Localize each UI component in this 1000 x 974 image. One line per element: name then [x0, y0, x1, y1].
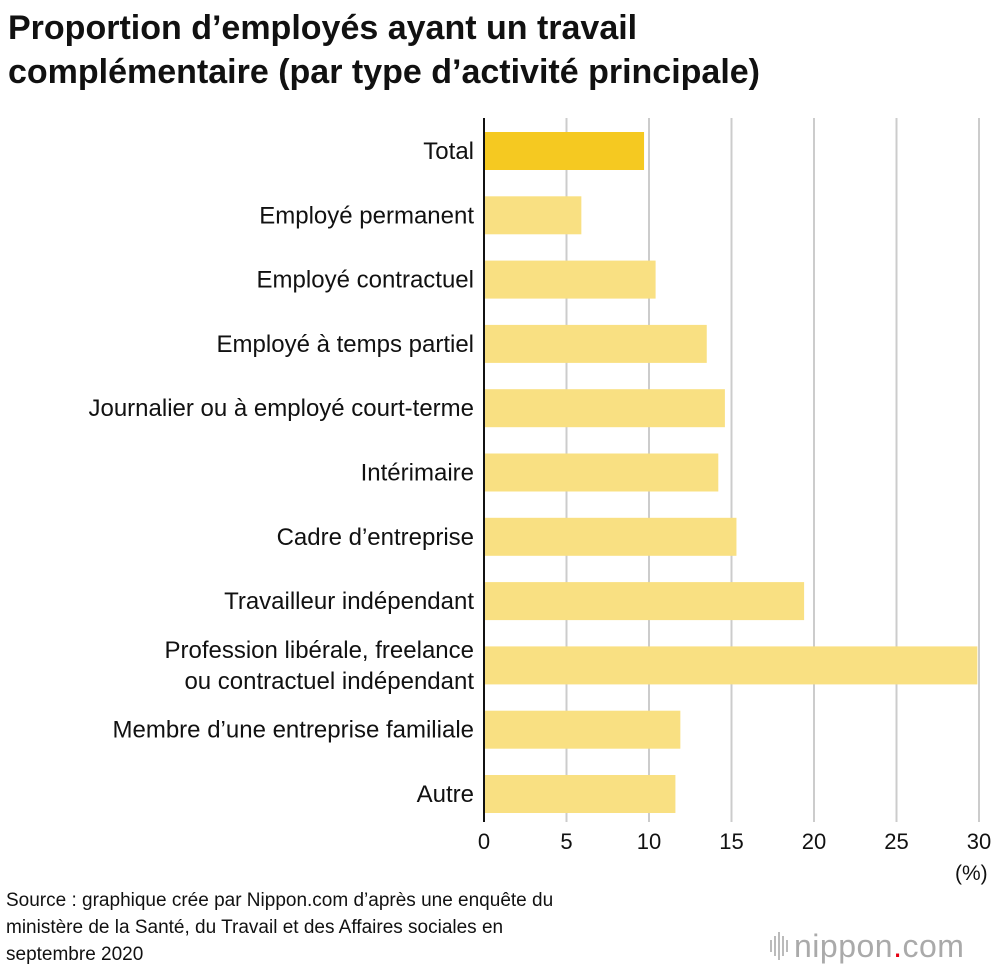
- source-line: septembre 2020: [6, 944, 144, 965]
- bar: [484, 260, 656, 299]
- x-tick-label: 0: [478, 829, 490, 854]
- category-label: Autre: [417, 781, 474, 808]
- logo-text: nippon.com: [794, 928, 964, 965]
- logo-name: nippon: [794, 927, 894, 964]
- category-label: ou contractuel indépendant: [184, 668, 474, 695]
- sound-wave-icon: [770, 932, 788, 960]
- category-label: Membre d’une entreprise familiale: [113, 717, 475, 744]
- category-label: Travailleur indépendant: [224, 588, 474, 615]
- bar: [484, 775, 676, 813]
- chart-title-line: Proportion d’employés ayant un travail: [8, 9, 638, 47]
- bar: [484, 517, 737, 556]
- category-label: Cadre d’entreprise: [277, 524, 474, 551]
- x-tick-label: 10: [637, 829, 661, 854]
- category-label: Profession libérale, freelance: [164, 637, 474, 664]
- bar: [484, 324, 707, 363]
- bar: [484, 389, 725, 428]
- x-tick-label: 15: [719, 829, 743, 854]
- bar: [484, 196, 582, 235]
- bar: [484, 582, 805, 621]
- category-label: Employé contractuel: [257, 267, 474, 294]
- category-label: Journalier ou à employé court-terme: [88, 395, 474, 422]
- category-label: Employé permanent: [259, 202, 474, 229]
- source-line: ministère de la Santé, du Travail et des…: [6, 917, 504, 938]
- category-label: Intérimaire: [361, 460, 474, 487]
- x-tick-label: 25: [884, 829, 908, 854]
- category-label: Employé à temps partiel: [217, 331, 474, 358]
- chart-title: Proportion d’employés ayant un travail c…: [8, 6, 988, 94]
- x-axis-unit: (%): [955, 862, 988, 885]
- bar: [484, 710, 681, 749]
- x-tick-label: 20: [802, 829, 826, 854]
- bar-chart: Total Employé permanent Employé contractue…: [88, 118, 991, 854]
- source-line: Source : graphique crée par Nippon.com d…: [6, 890, 554, 911]
- logo-dot: .: [893, 927, 903, 964]
- bar: [484, 646, 978, 685]
- nippon-logo: nippon.com: [770, 926, 996, 966]
- category-label: Total: [423, 138, 474, 165]
- bar: [484, 132, 645, 170]
- logo-suffix: com: [902, 927, 965, 964]
- bar: [484, 453, 719, 492]
- x-tick-label: 5: [560, 829, 572, 854]
- x-tick-label: 30: [967, 829, 991, 854]
- chart-title-line: complémentaire (par type d’activité prin…: [8, 53, 761, 91]
- source-note: Source : graphique crée par Nippon.com d…: [6, 887, 736, 968]
